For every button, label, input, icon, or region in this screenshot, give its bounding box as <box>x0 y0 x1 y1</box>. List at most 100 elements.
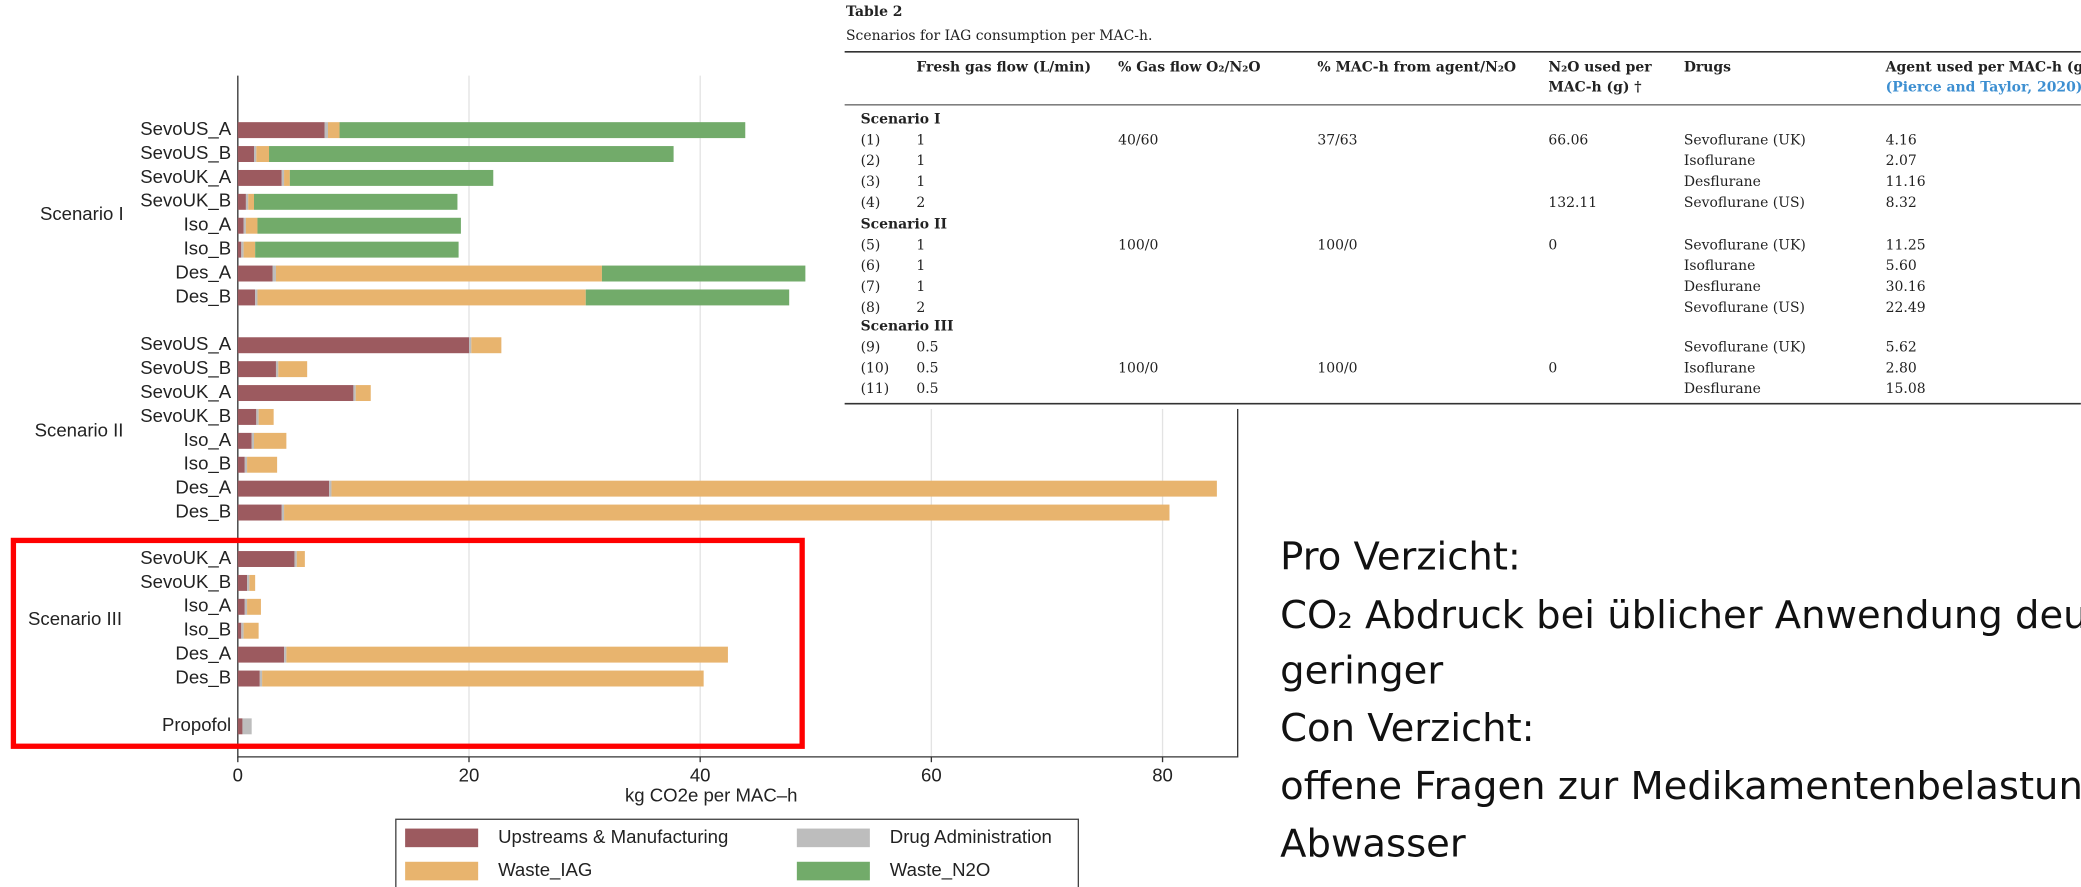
table-cell: 1 <box>916 153 925 169</box>
bar-segment <box>244 598 248 615</box>
bar-segment <box>243 622 259 639</box>
bar-segment <box>242 718 252 735</box>
legend-label: Drug Administration <box>890 826 1052 847</box>
bar-segment <box>585 289 790 306</box>
table-cell: 0.5 <box>916 339 938 355</box>
bar-segment <box>275 361 279 378</box>
table-cell: Sevoflurane (UK) <box>1684 339 1806 355</box>
table-cell: (5) <box>861 237 881 253</box>
bar-segment <box>256 146 270 162</box>
table-header: (Pierce and Taylor, 2020) <box>1886 80 2081 96</box>
bar-segment <box>327 122 340 139</box>
y-tick-label: SevoUK_B <box>140 190 231 212</box>
table-cell: Isoflurane <box>1684 258 1756 274</box>
y-tick-label: SevoUS_B <box>140 142 231 164</box>
bar-segment <box>296 551 305 567</box>
y-tick-label: Des_A <box>175 261 231 283</box>
bar-segment <box>237 408 257 425</box>
bar-segment <box>272 265 276 282</box>
table-cell: 1 <box>916 258 925 274</box>
bar-segment <box>255 241 459 258</box>
table-section: Scenario I <box>861 112 941 128</box>
y-tick-label: Propofol <box>162 714 231 735</box>
bar-segment <box>284 646 287 663</box>
legend-swatch <box>405 861 479 881</box>
x-tick-label: 0 <box>233 765 243 786</box>
table-cell: 15.08 <box>1886 381 1926 397</box>
table-cell: (10) <box>861 360 890 376</box>
bar-segment <box>237 480 330 497</box>
bar-segment <box>237 718 243 735</box>
table-cell: 2 <box>916 300 925 316</box>
note-line: Con Verzicht: <box>1280 706 1534 751</box>
bar-segment <box>237 670 260 687</box>
table-cell: 11.25 <box>1886 237 1926 253</box>
bar-segment <box>281 504 285 521</box>
table-cell: (3) <box>861 174 881 190</box>
y-tick-label: SevoUS_A <box>140 118 231 140</box>
table-caption: Scenarios for IAG consumption per MAC-h. <box>846 28 1152 44</box>
table-header: Agent used per MAC-h (g) <box>1885 60 2081 76</box>
bar-segment <box>284 169 290 186</box>
table-cell: 11.16 <box>1886 174 1926 190</box>
table-cell: 37/63 <box>1317 132 1357 148</box>
table-cell: 2.07 <box>1886 153 1917 169</box>
bar-segment <box>237 337 470 354</box>
table-section: Scenario II <box>861 216 947 232</box>
table-cell: Sevoflurane (UK) <box>1684 132 1806 148</box>
table-cell: (11) <box>861 381 890 397</box>
bar-segment <box>469 337 472 354</box>
bar-segment <box>281 169 285 186</box>
bar-segment <box>355 385 371 402</box>
note-line: Abwasser <box>1280 821 1466 866</box>
bar-segment <box>256 408 259 425</box>
table-cell: (1) <box>861 132 881 148</box>
table-cell: 1 <box>916 174 925 190</box>
bar-segment <box>286 646 728 663</box>
y-tick-label: Des_A <box>175 477 231 499</box>
table-cell: Desflurane <box>1684 279 1761 295</box>
bar-segment <box>353 385 356 402</box>
table-cell: 66.06 <box>1548 132 1588 148</box>
bar-segment <box>247 598 261 615</box>
table-cell: (8) <box>861 300 881 316</box>
table-cell: 0 <box>1548 360 1557 376</box>
table-cell: 100/0 <box>1317 237 1357 253</box>
table-cell: Sevoflurane (US) <box>1684 195 1805 211</box>
bar-segment <box>237 217 244 234</box>
bar-segment <box>237 432 252 449</box>
bar-segment <box>251 432 255 449</box>
y-tick-label: Des_A <box>175 643 231 665</box>
y-tick-label: SevoUK_A <box>140 547 231 569</box>
table-cell: 30.16 <box>1886 279 1926 295</box>
table-cell: (4) <box>861 195 881 211</box>
bar-segment <box>254 432 287 449</box>
bar-segment <box>601 265 806 282</box>
table-title: Table 2 <box>846 4 903 20</box>
bar-segment <box>247 456 278 473</box>
bar-segment <box>247 574 250 591</box>
bar-segment <box>237 385 354 402</box>
bar-segment <box>248 193 255 210</box>
table-cell: 100/0 <box>1118 237 1158 253</box>
bar-segment <box>275 265 602 282</box>
bar-segment <box>241 622 244 639</box>
notes: Pro Verzicht: CO₂ Abdruck bei üblicher An… <box>1280 535 2081 867</box>
table-header: Fresh gas flow (L/min) <box>916 60 1091 76</box>
group-label: Scenario I <box>40 203 124 224</box>
table-background <box>836 0 2081 409</box>
bar-segment <box>237 122 325 139</box>
bar-segment <box>237 598 245 615</box>
x-tick-label: 20 <box>459 765 480 786</box>
bar-segment <box>237 193 246 210</box>
y-tick-label: SevoUS_B <box>140 357 231 379</box>
table-cell: 2 <box>916 195 925 211</box>
table-cell: 1 <box>916 237 925 253</box>
y-tick-label: Iso_A <box>184 214 232 236</box>
bar-segment <box>258 408 274 425</box>
bar-segment <box>289 169 494 186</box>
legend-label: Upstreams & Manufacturing <box>498 826 728 847</box>
bar-segment <box>237 551 295 567</box>
table-cell: (7) <box>861 279 881 295</box>
legend-box <box>395 818 1080 887</box>
